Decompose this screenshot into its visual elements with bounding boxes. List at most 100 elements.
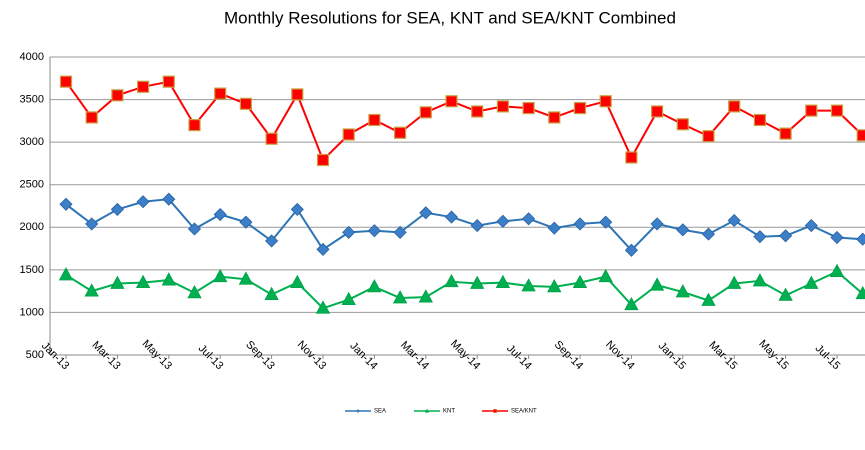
triangle-marker [213,268,228,283]
square-marker [419,106,432,119]
diamond-marker [85,217,99,231]
square-marker [573,101,587,115]
diamond-marker [316,242,330,256]
x-tick-label: Jul-14 [504,343,534,373]
triangle-marker [392,290,408,304]
x-tick-label: Jul-13 [196,343,226,373]
square-marker [239,97,252,110]
square-marker [291,88,304,101]
diamond-marker [676,223,690,237]
diamond-marker [470,219,484,233]
diamond-marker [856,232,865,246]
triangle-marker [58,267,74,281]
series-line [65,270,864,310]
diamond-marker [779,229,793,243]
diamond-marker [265,234,279,248]
square-marker [625,151,638,164]
triangle-marker [701,292,716,306]
series-line [65,198,863,252]
triangle-marker [418,289,433,303]
diamond-marker [444,210,459,224]
triangle-marker [727,275,742,289]
triangle-marker [135,274,151,289]
triangle-marker [367,279,382,293]
y-tick-label: 1000 [20,306,44,318]
diamond-marker [419,206,433,220]
diamond-marker [239,215,253,229]
diamond-marker [701,227,716,241]
x-tick-label: Jul-15 [813,343,843,373]
diamond-marker [162,192,176,206]
y-tick-label: 4000 [20,51,44,63]
triangle-marker [444,273,459,288]
square-marker [214,87,227,100]
legend-label: KNT [443,409,455,415]
triangle-marker [675,284,690,298]
legend-label: SEA/KNT [511,409,537,415]
triangle-marker [470,275,485,289]
diamond-marker [110,202,124,216]
square-marker [316,153,330,167]
diamond-marker [650,217,664,231]
triangle-marker [521,278,536,292]
square-marker [85,111,98,124]
triangle-marker [161,272,176,286]
triangle-marker [752,273,768,287]
square-marker [111,89,124,102]
square-marker [522,101,535,115]
square-marker [368,113,381,127]
square-marker [342,128,355,141]
diamond-marker [213,207,227,222]
triangle-marker [264,286,279,300]
triangle-marker [290,274,305,289]
triangle-marker [315,300,331,314]
series-line [65,80,864,162]
y-tick-label: 1500 [20,264,44,276]
diamond-marker [599,215,613,229]
diamond-marker [753,230,767,244]
diamond-marker [59,197,73,211]
triangle-marker [84,283,99,297]
legend-label: SEA [374,409,386,415]
square-marker [676,118,689,131]
diamond-marker [496,214,510,228]
square-marker [856,129,865,142]
triangle-marker [804,275,819,289]
y-tick-label: 3000 [20,136,44,148]
diamond-marker [290,202,304,216]
triangle-marker [238,271,254,285]
diamond-marker [727,213,741,228]
diamond-marker [393,225,407,239]
diamond-marker [136,195,150,209]
square-marker [59,75,73,88]
y-tick-label: 500 [26,349,44,361]
diamond-marker [547,221,561,235]
square-marker [599,95,612,108]
diamond-marker [804,219,818,233]
triangle-marker [110,275,125,289]
triangle-marker [855,285,865,300]
square-marker [805,104,818,117]
diamond-marker [573,217,587,231]
triangle-marker [341,291,356,306]
diamond-marker [367,224,381,238]
y-tick-label: 2500 [20,179,44,191]
square-marker [830,104,844,117]
diamond-marker [830,230,844,245]
triangle-marker [778,287,793,301]
square-marker [728,100,741,113]
square-marker [779,127,792,140]
diamond-marker [187,222,202,236]
square-marker [162,75,175,88]
square-marker [137,80,150,93]
triangle-marker [547,279,562,293]
square-marker [753,113,767,127]
legend-marker [424,408,430,413]
diamond-marker [342,225,356,239]
diamond-marker [522,212,536,226]
square-marker [471,105,484,118]
triangle-marker [624,296,639,311]
triangle-marker [598,268,613,283]
square-marker [650,105,664,118]
